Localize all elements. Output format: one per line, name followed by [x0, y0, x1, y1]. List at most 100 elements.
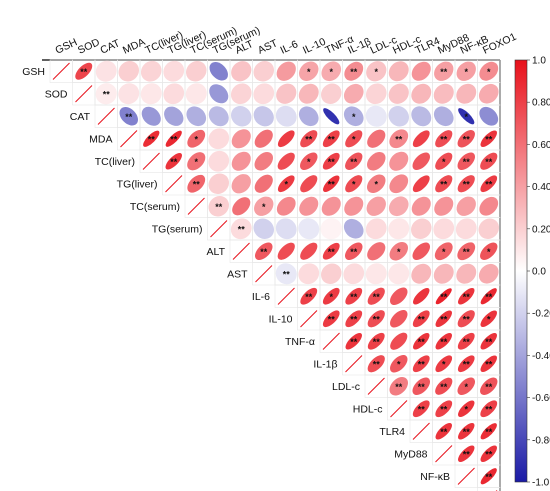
colorbar-tick-label: -1.0 — [532, 478, 550, 489]
correlation-ellipse — [275, 218, 297, 240]
correlation-ellipse — [480, 333, 497, 350]
correlation-ellipse — [254, 174, 273, 193]
correlation-ellipse — [298, 83, 319, 104]
significance-mark: * — [374, 179, 378, 189]
correlation-ellipse — [458, 288, 475, 305]
correlation-ellipse — [323, 108, 340, 125]
correlation-ellipse — [365, 83, 387, 105]
correlation-ellipse — [433, 106, 454, 127]
significance-mark: * — [464, 112, 468, 122]
significance-mark: ** — [440, 337, 448, 347]
correlation-ellipse — [433, 263, 454, 284]
correlation-ellipse — [277, 130, 295, 148]
significance-mark: ** — [463, 292, 471, 302]
correlation-ellipse — [253, 218, 275, 240]
correlation-ellipse — [367, 129, 386, 148]
correlation-ellipse — [118, 83, 140, 105]
grid-layer — [42, 59, 501, 491]
correlation-ellipse — [458, 423, 475, 440]
significance-mark: * — [307, 157, 311, 167]
significance-mark: * — [397, 247, 401, 257]
correlation-ellipse — [254, 242, 273, 261]
significance-mark: ** — [440, 292, 448, 302]
correlation-ellipse — [411, 61, 431, 81]
significance-mark: * — [329, 292, 333, 302]
correlation-ellipse — [480, 130, 497, 147]
significance-mark: ** — [418, 337, 426, 347]
correlation-ellipse — [411, 263, 432, 284]
correlation-ellipse — [412, 377, 431, 396]
correlation-ellipse — [345, 333, 362, 350]
row-label: NF-κB — [420, 471, 450, 483]
correlation-ellipse — [143, 130, 160, 147]
correlation-ellipse — [187, 129, 206, 148]
correlation-ellipse — [389, 287, 408, 306]
correlation-ellipse — [345, 175, 363, 193]
correlation-ellipse — [412, 400, 430, 418]
row-label: HDL-c — [353, 403, 383, 415]
correlation-ellipse — [457, 242, 476, 261]
column-label: CAT — [98, 37, 122, 57]
correlation-ellipse — [164, 106, 184, 126]
correlation-ellipse — [388, 83, 409, 104]
significance-mark: ** — [485, 449, 493, 459]
correlation-ellipse — [411, 106, 432, 127]
significance-mark: ** — [328, 314, 336, 324]
significance-mark: ** — [485, 157, 493, 167]
correlation-ellipse — [412, 310, 430, 328]
correlation-ellipse — [277, 152, 295, 170]
diagonal-mark — [165, 175, 183, 193]
correlation-ellipse — [366, 61, 387, 82]
correlation-ellipse — [209, 62, 228, 81]
diagonal-mark — [120, 130, 138, 148]
correlation-ellipse — [367, 287, 385, 305]
correlation-ellipse — [208, 173, 230, 195]
correlation-ellipse — [300, 287, 318, 305]
significance-mark: ** — [463, 247, 471, 257]
correlation-ellipse — [344, 242, 363, 261]
correlation-ellipse — [187, 152, 206, 171]
diagonal-mark — [232, 242, 250, 260]
correlation-ellipse — [480, 152, 498, 170]
row-label: CAT — [70, 111, 91, 123]
correlation-ellipse — [230, 83, 252, 105]
colorbar-tick-label: 0.40 — [532, 182, 550, 193]
correlation-ellipse — [345, 130, 363, 148]
colorbar-gradient — [514, 59, 528, 483]
significance-mark: ** — [463, 359, 471, 369]
correlation-ellipse — [299, 61, 319, 81]
correlation-ellipse — [208, 150, 230, 172]
correlation-ellipse — [163, 83, 185, 105]
correlation-ellipse — [480, 377, 498, 395]
significance-mark: ** — [463, 179, 471, 189]
correlation-ellipse — [165, 153, 182, 170]
significance-mark: * — [442, 247, 446, 257]
correlation-ellipse — [411, 196, 431, 216]
significance-mark: ** — [485, 292, 493, 302]
significance-mark: ** — [350, 67, 358, 77]
diagonal-mark — [52, 62, 70, 80]
diagonal-mark — [187, 197, 205, 215]
correlation-ellipse — [480, 400, 498, 418]
significance-mark: ** — [395, 382, 403, 392]
correlation-ellipse — [344, 196, 364, 216]
diagonal-mark — [367, 377, 385, 395]
significance-mark: ** — [485, 472, 493, 482]
correlation-ellipse — [434, 242, 453, 261]
correlation-ellipse — [298, 106, 319, 127]
correlation-ellipse — [323, 175, 340, 192]
significance-mark: ** — [328, 134, 336, 144]
correlation-ellipse — [320, 83, 342, 105]
row-label: GSH — [22, 66, 45, 78]
significance-mark: ** — [305, 134, 313, 144]
significance-mark: * — [487, 247, 491, 257]
significance-mark: ** — [328, 247, 336, 257]
row-label: TC(serum) — [130, 201, 180, 213]
correlation-ellipse — [254, 152, 273, 171]
significance-mark: ** — [373, 292, 381, 302]
correlation-ellipse — [277, 242, 295, 260]
correlation-ellipse — [321, 196, 341, 216]
correlation-ellipse — [389, 174, 409, 194]
diagonal-mark — [390, 400, 408, 418]
significance-mark: ** — [440, 314, 448, 324]
